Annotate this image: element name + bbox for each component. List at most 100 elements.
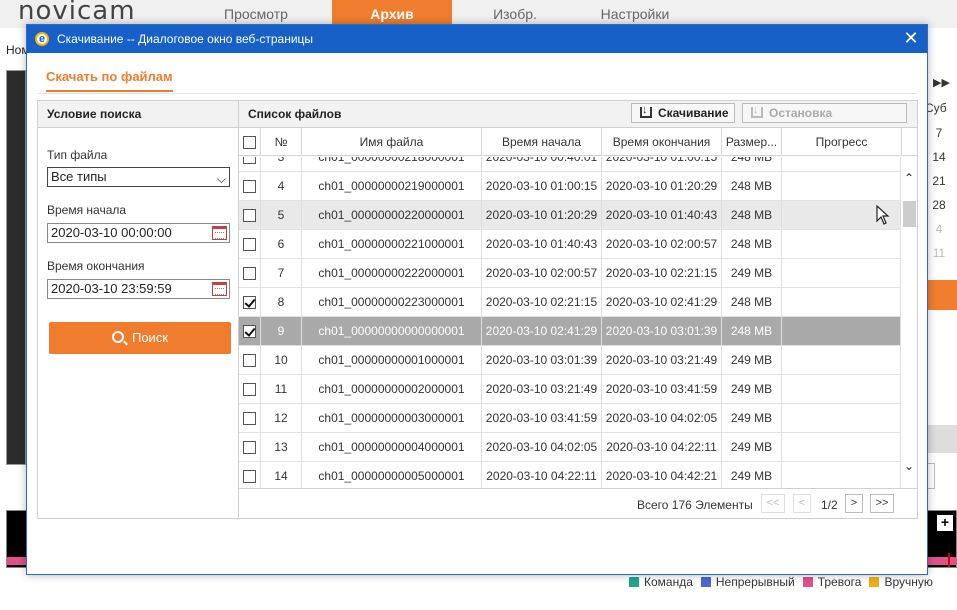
prev-page-button[interactable]: <	[793, 494, 811, 513]
calendar-day[interactable]: 14	[932, 150, 946, 164]
table-row[interactable]: 3 ch01_00000000218000001 2020-03-10 00:40:…	[239, 157, 901, 172]
column-header-file-name[interactable]: Имя файла	[302, 128, 482, 156]
cell-size: 249 MB	[722, 375, 782, 403]
column-header-end-time[interactable]: Время окончания	[602, 128, 722, 156]
calendar-day[interactable]: 7	[935, 126, 943, 140]
calendar-day[interactable]: 4	[935, 222, 943, 236]
row-checkbox[interactable]	[243, 354, 256, 367]
cell-start-time: 2020-03-10 02:00:57	[482, 259, 602, 287]
end-time-field[interactable]: 2020-03-10 23:59:59	[47, 279, 230, 299]
row-checkbox-cell[interactable]	[239, 433, 261, 461]
calendar-day[interactable]: 28	[932, 198, 946, 212]
row-checkbox[interactable]	[243, 157, 256, 164]
row-checkbox-cell[interactable]	[239, 288, 261, 316]
cell-size: 248 MB	[722, 288, 782, 316]
cell-size: 249 MB	[722, 462, 782, 488]
column-header-progress[interactable]: Прогресс	[782, 128, 902, 156]
table-row[interactable]: 10 ch01_00000000001000001 2020-03-10 03:01…	[239, 346, 901, 375]
table-row[interactable]: 14 ch01_00000000005000001 2020-03-10 04:22…	[239, 462, 901, 488]
row-checkbox-cell[interactable]	[239, 172, 261, 200]
nav-tab-archive[interactable]: Архив	[332, 0, 452, 28]
nav-tab-settings[interactable]: Настройки	[600, 6, 670, 22]
table-row[interactable]: 11 ch01_00000000002000001 2020-03-10 03:21…	[239, 375, 901, 404]
browser-icon: e	[35, 32, 49, 46]
row-checkbox-cell[interactable]	[239, 404, 261, 432]
row-checkbox-cell[interactable]	[239, 157, 261, 171]
select-all-cell[interactable]	[239, 128, 261, 156]
legend-swatch	[802, 577, 813, 587]
chevron-up-icon[interactable]: ⌃	[903, 171, 915, 185]
row-checkbox-cell[interactable]	[239, 201, 261, 229]
column-header-number[interactable]: №	[261, 128, 302, 156]
row-checkbox[interactable]	[243, 470, 256, 483]
cell-size: 249 MB	[722, 433, 782, 461]
row-checkbox[interactable]	[243, 296, 256, 309]
cell-end-time: 2020-03-10 02:41:29	[602, 288, 722, 316]
cell-end-time: 2020-03-10 01:00:15	[602, 157, 722, 171]
row-checkbox-cell[interactable]	[239, 259, 261, 287]
column-header-size[interactable]: Размер...	[722, 128, 782, 156]
cell-size: 248 MB	[722, 317, 782, 345]
row-checkbox[interactable]	[243, 325, 256, 338]
table-row[interactable]: 5 ch01_00000000220000001 2020-03-10 01:20:…	[239, 201, 901, 230]
search-button[interactable]: Поиск	[49, 322, 231, 354]
chevron-down-icon[interactable]: ⌄	[903, 459, 915, 473]
dialog-title-bar[interactable]: e Скачивание -- Диалоговое окно веб-стра…	[27, 25, 927, 53]
row-checkbox-cell[interactable]	[239, 462, 261, 488]
row-checkbox[interactable]	[243, 441, 256, 454]
table-row[interactable]: 6 ch01_00000000221000001 2020-03-10 01:40:…	[239, 230, 901, 259]
table-row[interactable]: 13 ch01_00000000004000001 2020-03-10 04:02…	[239, 433, 901, 462]
table-row[interactable]: 4 ch01_00000000219000001 2020-03-10 01:00:…	[239, 172, 901, 201]
row-checkbox[interactable]	[243, 180, 256, 193]
row-checkbox-cell[interactable]	[239, 230, 261, 258]
tab-download-by-files[interactable]: Скачать по файлам	[46, 69, 173, 92]
search-button-background[interactable]	[927, 280, 957, 310]
table-row[interactable]: 12 ch01_00000000003000001 2020-03-10 03:41…	[239, 404, 901, 433]
row-checkbox[interactable]	[243, 238, 256, 251]
novicam-logo: novicam	[18, 0, 136, 26]
next-page-button[interactable]: >	[845, 494, 863, 513]
end-time-value: 2020-03-10 23:59:59	[51, 281, 172, 296]
row-checkbox-cell[interactable]	[239, 317, 261, 345]
calendar-icon[interactable]	[212, 282, 227, 296]
legend-item: Вручную	[869, 575, 933, 589]
file-type-select[interactable]: Все типы ⌵	[47, 167, 230, 187]
cell-file-name: ch01_00000000219000001	[302, 172, 482, 200]
start-time-label: Время начала	[47, 203, 127, 217]
vertical-scrollbar[interactable]: ⌃ ⌄	[901, 157, 917, 488]
row-checkbox[interactable]	[243, 383, 256, 396]
cell-progress	[782, 172, 901, 200]
start-time-field[interactable]: 2020-03-10 00:00:00	[47, 223, 230, 243]
cell-file-name: ch01_00000000221000001	[302, 230, 482, 258]
table-row[interactable]: 9 ch01_00000000000000001 2020-03-10 02:41:…	[239, 317, 901, 346]
cell-end-time: 2020-03-10 04:02:05	[602, 404, 722, 432]
nav-tab-live[interactable]: Просмотр	[224, 6, 288, 22]
first-page-button[interactable]: <<	[761, 494, 785, 513]
calendar-icon[interactable]	[212, 226, 227, 240]
close-icon[interactable]: ✕	[903, 28, 919, 48]
row-checkbox-cell[interactable]	[239, 375, 261, 403]
calendar-day[interactable]: 21	[932, 174, 946, 188]
double-chevron-right-icon[interactable]: ▶▶	[933, 77, 950, 89]
page-indicator: 1/2	[821, 498, 838, 512]
select-all-checkbox[interactable]	[243, 136, 256, 149]
cell-number: 11	[261, 375, 302, 403]
cell-start-time: 2020-03-10 01:20:29	[482, 201, 602, 229]
row-checkbox-cell[interactable]	[239, 346, 261, 374]
zoom-in-icon[interactable]: +	[937, 515, 953, 531]
table-row[interactable]: 7 ch01_00000000222000001 2020-03-10 02:00:…	[239, 259, 901, 288]
table-row[interactable]: 8 ch01_00000000223000001 2020-03-10 02:21:…	[239, 288, 901, 317]
download-button[interactable]: Скачивание	[631, 101, 735, 123]
stop-download-button[interactable]: Остановка скачивания	[742, 101, 907, 138]
column-header-start-time[interactable]: Время начала	[482, 128, 602, 156]
scrollbar-thumb[interactable]	[903, 201, 916, 227]
nav-tab-image[interactable]: Изобр.	[493, 6, 537, 22]
last-page-button[interactable]: >>	[870, 494, 894, 513]
row-checkbox[interactable]	[243, 412, 256, 425]
row-checkbox[interactable]	[243, 267, 256, 280]
cell-number: 6	[261, 230, 302, 258]
input-background[interactable]	[927, 463, 935, 489]
calendar-day[interactable]: 11	[932, 246, 946, 260]
dialog-title: Скачивание -- Диалоговое окно веб-страни…	[57, 32, 314, 46]
row-checkbox[interactable]	[243, 209, 256, 222]
